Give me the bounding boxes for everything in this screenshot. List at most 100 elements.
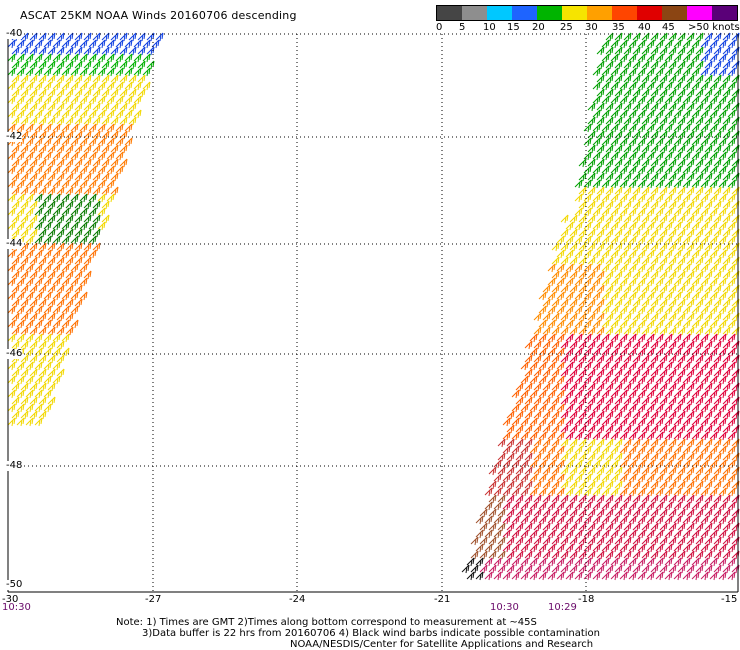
wind-barb (578, 396, 587, 406)
wind-barb (47, 256, 56, 266)
wind-barb (664, 529, 673, 539)
wind-barb (659, 396, 668, 406)
wind-barb (556, 403, 565, 413)
wind-barb (79, 193, 88, 203)
wind-barb (686, 508, 695, 518)
wind-barb (700, 95, 709, 105)
wind-barb (659, 312, 668, 322)
wind-barb (70, 249, 79, 259)
wind-barb (601, 67, 610, 77)
wind-barb (596, 410, 605, 420)
wind-barb (682, 221, 691, 231)
wind-barb (596, 270, 605, 280)
wind-barb (547, 277, 556, 287)
wind-barb (650, 298, 659, 308)
wind-barb (520, 361, 529, 371)
wind-barb (709, 67, 718, 77)
wind-barb (520, 389, 529, 399)
wind-barb (668, 382, 677, 392)
wind-barb (115, 137, 124, 147)
wind-barb (713, 536, 722, 546)
wind-barb (673, 263, 682, 273)
wind-barb (673, 319, 682, 329)
wind-barb (664, 235, 673, 245)
wind-barb (655, 207, 664, 217)
wind-barb (628, 277, 637, 287)
wind-barb (695, 466, 704, 476)
wind-barb (722, 508, 731, 518)
wind-barb (623, 354, 632, 364)
wind-barb (646, 445, 655, 455)
wind-barb (605, 424, 614, 434)
wind-barb (727, 361, 736, 371)
wind-barb (682, 403, 691, 413)
wind-barb (700, 179, 709, 189)
wind-barb (56, 326, 65, 336)
time-label-left: 10:30 (2, 602, 31, 613)
wind-barb (623, 172, 632, 182)
wind-barb (79, 235, 88, 245)
wind-barb (520, 445, 529, 455)
wind-barb (619, 291, 628, 301)
wind-barb (596, 368, 605, 378)
wind-barb (713, 228, 722, 238)
wind-barb (7, 193, 16, 203)
wind-barb (511, 417, 520, 427)
scale-tick: 35 (612, 22, 625, 33)
wind-barb (628, 361, 637, 371)
wind-barb (610, 543, 619, 553)
wind-barb (686, 466, 695, 476)
wind-barb (43, 207, 52, 217)
wind-barb (574, 417, 583, 427)
wind-barb (704, 298, 713, 308)
wind-barb (632, 368, 641, 378)
wind-barb (704, 172, 713, 182)
wind-barb (718, 501, 727, 511)
wind-barb (79, 277, 88, 287)
wind-barb (718, 123, 727, 133)
wind-barb (556, 305, 565, 315)
wind-barb (623, 74, 632, 84)
wind-barb (646, 515, 655, 525)
wind-barb (605, 172, 614, 182)
wind-barb (70, 81, 79, 91)
wind-barb (515, 480, 524, 490)
wind-barb (601, 109, 610, 119)
wind-barb (650, 60, 659, 70)
wind-barb (110, 60, 119, 70)
wind-barb (142, 67, 151, 77)
wind-barb (650, 130, 659, 140)
wind-barb (601, 53, 610, 63)
wind-barb (29, 32, 38, 42)
wind-barb (632, 452, 641, 462)
wind-barb (538, 431, 547, 441)
wind-barb (497, 536, 506, 546)
wind-barb (16, 417, 25, 427)
wind-barb (488, 536, 497, 546)
wind-barb (610, 109, 619, 119)
wind-barb (628, 403, 637, 413)
wind-barb (569, 256, 578, 266)
wind-barb (691, 207, 700, 217)
wind-barb (650, 186, 659, 196)
wind-barb (470, 536, 479, 546)
wind-barb (659, 102, 668, 112)
wind-barb (596, 228, 605, 238)
wind-barb (88, 221, 97, 231)
wind-barb (560, 508, 569, 518)
wind-barb (641, 312, 650, 322)
wind-barb (646, 529, 655, 539)
wind-barb (641, 242, 650, 252)
wind-barb (718, 431, 727, 441)
wind-barb (610, 571, 619, 581)
wind-barb (695, 508, 704, 518)
wind-barb (704, 382, 713, 392)
wind-barb (704, 200, 713, 210)
wind-barb (686, 298, 695, 308)
wind-barb (682, 543, 691, 553)
wind-barb (16, 403, 25, 413)
wind-barb (83, 60, 92, 70)
wind-barb (673, 347, 682, 357)
wind-barb (128, 46, 137, 56)
wind-barb (610, 193, 619, 203)
